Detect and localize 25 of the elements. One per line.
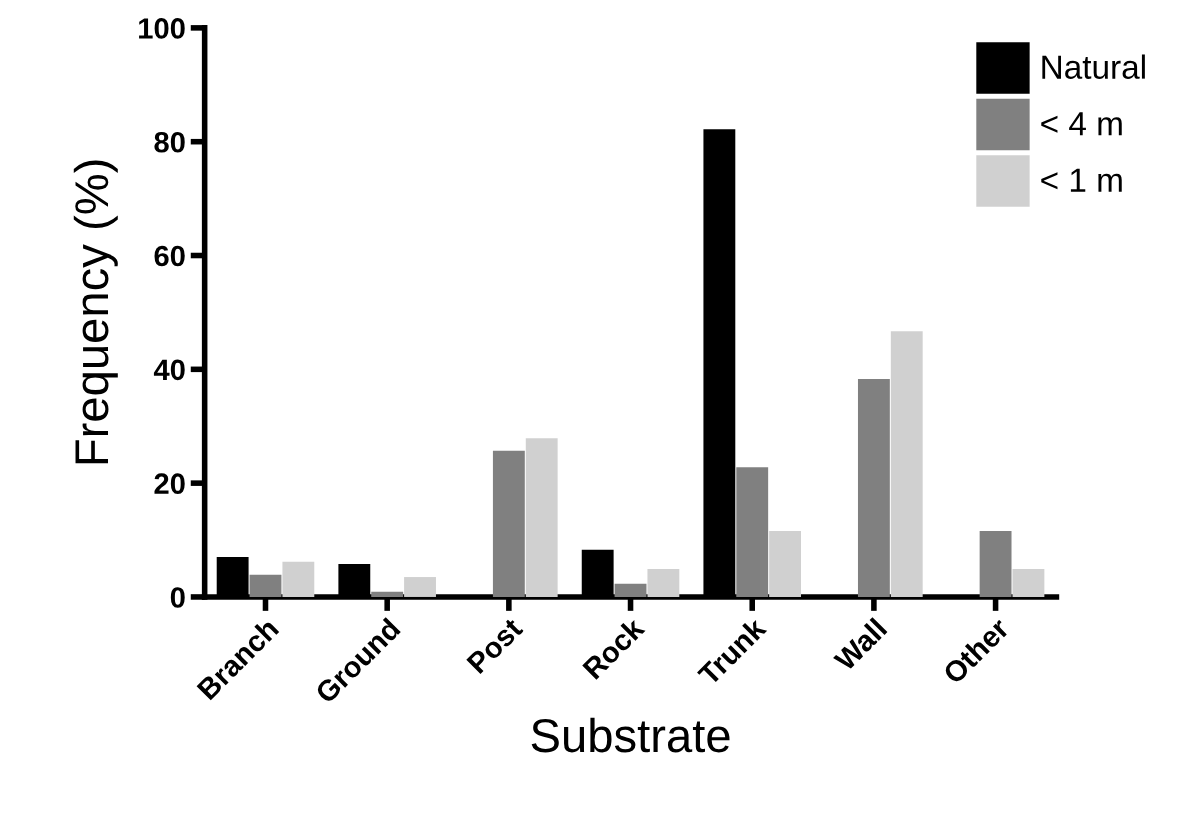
y-axis-title: Frequency (%) <box>73 160 118 464</box>
bar <box>769 530 802 597</box>
bar <box>282 561 315 597</box>
bar <box>371 591 404 597</box>
bar <box>614 583 647 597</box>
bar <box>857 379 890 597</box>
bar <box>890 331 923 597</box>
y-tick-label: 80 <box>154 131 185 153</box>
bar <box>404 577 436 597</box>
bar <box>492 450 525 597</box>
bar <box>979 530 1012 597</box>
y-tick-label: 40 <box>153 359 185 381</box>
bar <box>1012 569 1045 597</box>
bar <box>647 569 680 597</box>
y-tick-label: 100 <box>139 18 185 39</box>
y-tick-label: 60 <box>154 245 185 267</box>
y-tick-label: 20 <box>154 473 185 494</box>
bar <box>736 467 769 597</box>
bar <box>249 574 282 597</box>
legend-label: Natural <box>1042 54 1145 79</box>
legend-label: < 4 m <box>1041 112 1122 136</box>
y-tick-label: 0 <box>170 587 185 608</box>
x-axis-title: Substrate <box>531 717 730 753</box>
bar <box>525 438 558 597</box>
legend-label: < 1 m <box>1041 168 1122 192</box>
